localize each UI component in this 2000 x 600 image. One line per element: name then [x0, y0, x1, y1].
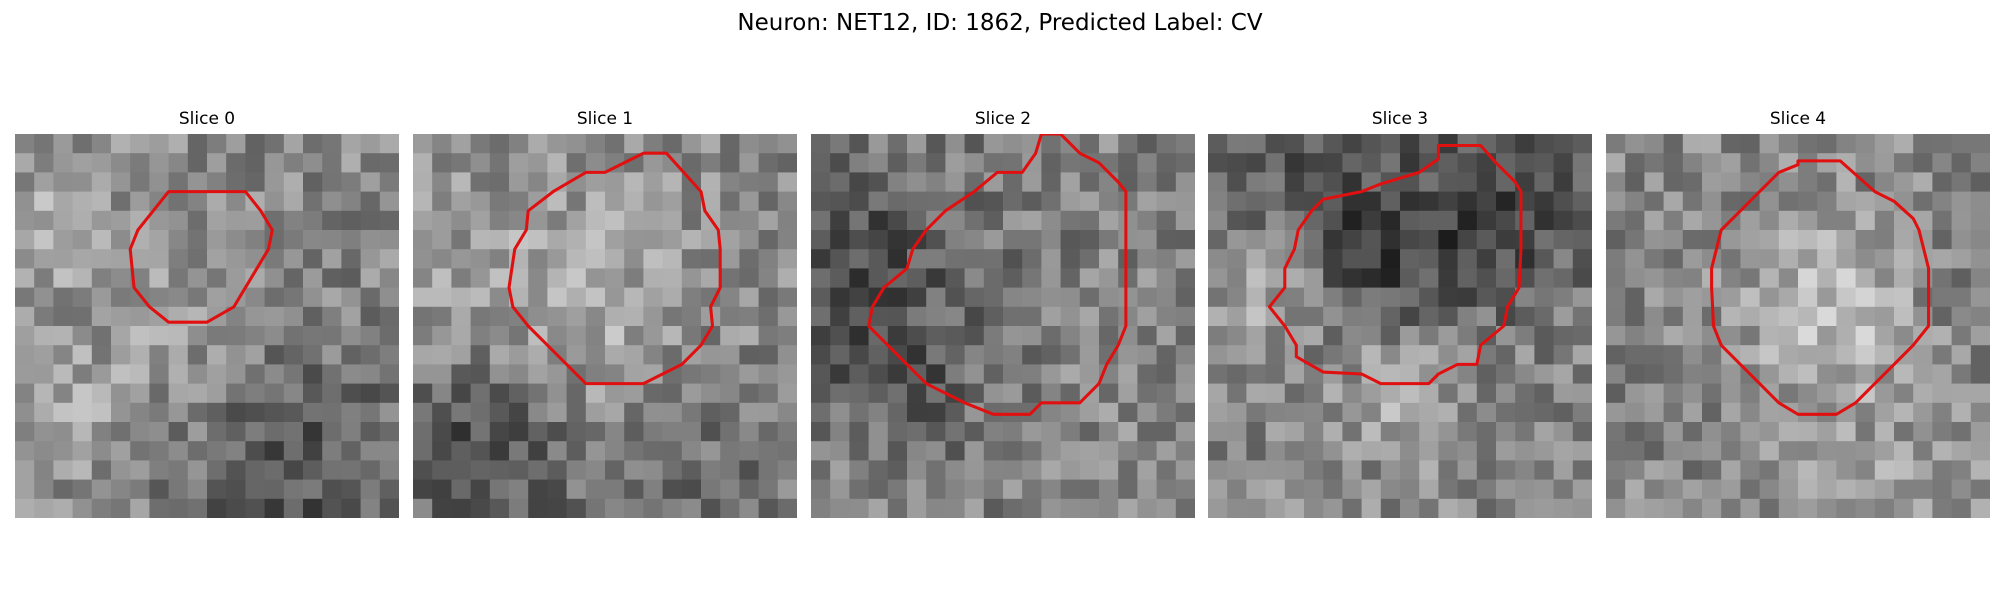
slice-panel-3: Slice 3 — [1208, 108, 1592, 518]
roi-contour — [128, 190, 274, 324]
slice-title: Slice 3 — [1371, 109, 1429, 129]
slice-panel-2: Slice 2 — [811, 108, 1195, 518]
slice-title: Slice 0 — [178, 109, 236, 129]
slice-image — [413, 134, 797, 518]
slice-image — [811, 134, 1195, 518]
slice-panel-1: Slice 1 — [413, 108, 797, 518]
pixel-grid — [1208, 134, 1592, 518]
slice-panel-0: Slice 0 — [15, 108, 399, 518]
slice-image — [15, 134, 399, 518]
pixel-grid — [1606, 134, 1990, 518]
pixel-grid — [15, 134, 399, 518]
slice-image — [1606, 134, 1990, 518]
roi-contour — [1710, 159, 1931, 416]
pixel-grid — [413, 134, 797, 518]
slice-panel-4: Slice 4 — [1606, 108, 1990, 518]
slice-title: Slice 4 — [1769, 109, 1827, 129]
slice-title: Slice 1 — [576, 109, 634, 129]
figure-title: Neuron: NET12, ID: 1862, Predicted Label… — [737, 10, 1263, 36]
roi-contour — [507, 151, 722, 386]
roi-contour — [867, 134, 1128, 416]
pixel-grid — [811, 134, 1195, 518]
slice-title: Slice 2 — [974, 109, 1032, 129]
roi-contour — [1267, 143, 1523, 386]
slice-image — [1208, 134, 1592, 518]
